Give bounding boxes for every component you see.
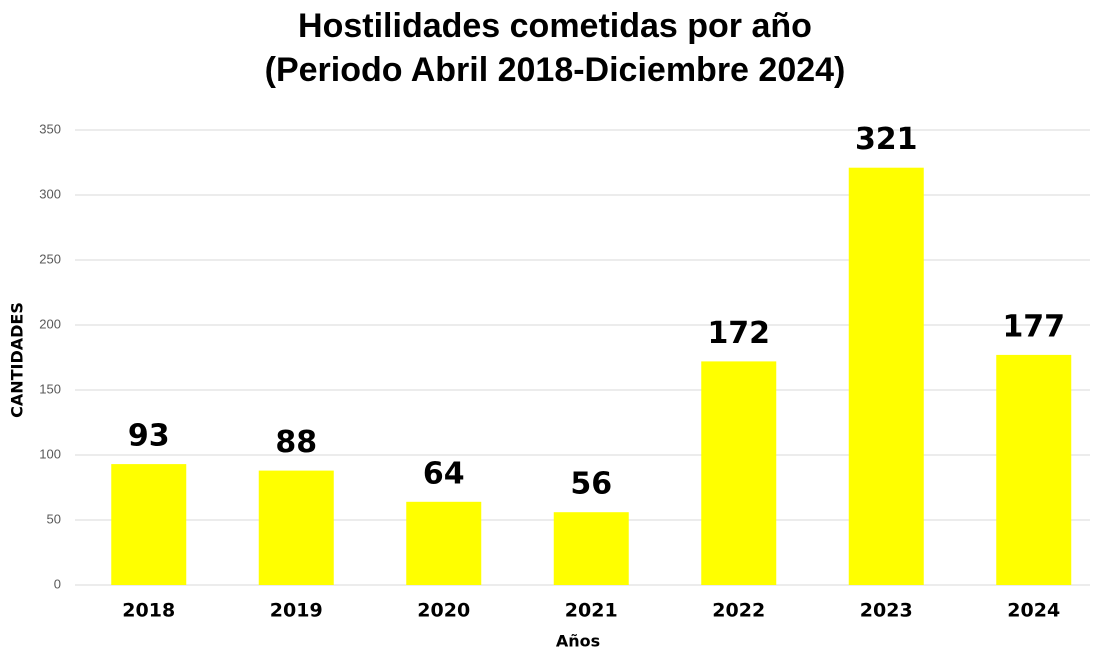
y-tick-label: 200: [39, 316, 61, 331]
bar: [996, 354, 1072, 585]
x-tick-label: 2022: [712, 600, 765, 622]
x-axis-label: Años: [556, 632, 600, 651]
y-tick-label: 350: [39, 121, 61, 136]
y-tick-label: 0: [54, 576, 61, 591]
y-tick-label: 300: [39, 186, 61, 201]
x-tick-label: 2023: [860, 600, 913, 622]
value-label: 93: [128, 419, 170, 454]
bar: [701, 361, 777, 585]
x-tick-label: 2021: [565, 600, 618, 622]
value-label: 56: [570, 467, 612, 502]
x-tick-label: 2020: [417, 600, 470, 622]
value-label: 172: [707, 316, 770, 351]
x-tick-label: 2019: [270, 600, 323, 622]
x-tick-label: 2018: [122, 600, 175, 622]
y-tick-label: 100: [39, 446, 61, 461]
bar: [111, 464, 187, 585]
y-tick-label: 250: [39, 251, 61, 266]
value-label: 88: [275, 425, 317, 460]
value-label: 321: [855, 122, 918, 157]
bar: [258, 470, 334, 585]
y-axis-label: CANTIDADES: [8, 302, 27, 418]
bar: [406, 501, 482, 585]
y-tick-label: 150: [39, 381, 61, 396]
bar: [553, 512, 629, 585]
chart-title: Hostilidades cometidas por año: [298, 7, 812, 45]
y-tick-label: 50: [47, 511, 61, 526]
value-label: 177: [1002, 309, 1065, 344]
x-tick-label: 2024: [1007, 600, 1060, 622]
chart-title: (Periodo Abril 2018-Diciembre 2024): [265, 51, 846, 89]
bar: [848, 167, 924, 585]
value-label: 64: [423, 456, 465, 491]
